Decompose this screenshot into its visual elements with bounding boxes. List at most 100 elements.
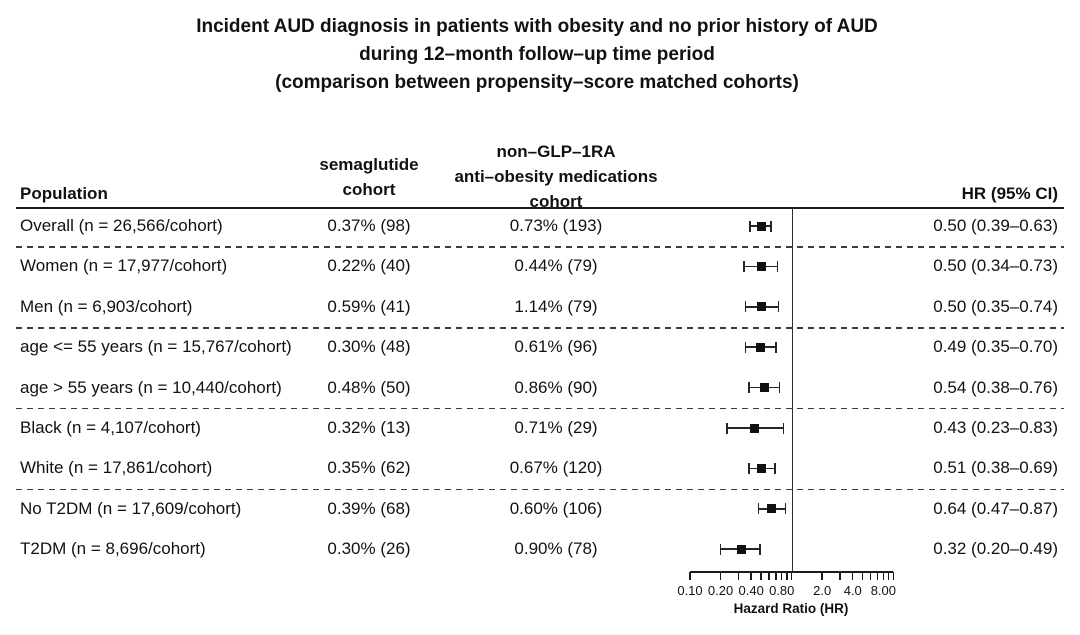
axis-tick [786, 572, 788, 580]
axis-tick [882, 572, 885, 580]
semaglutide-value: 0.37% (98) [327, 216, 411, 235]
semaglutide-value: 0.30% (48) [327, 337, 411, 357]
group-separator [16, 327, 1064, 329]
axis-tick [876, 572, 879, 580]
reference-line-hr1 [791, 207, 794, 573]
axis-tick-label: 0.40 [738, 583, 764, 598]
ci-cap-left [744, 301, 747, 313]
axis-tick-label: 0.80 [769, 583, 795, 598]
figure-title-line2: during 12–month follow–up time period [359, 44, 715, 65]
hr-point-marker [756, 221, 766, 231]
semaglutide-value: 0.39% (68) [327, 498, 411, 518]
axis-tick-label: 0.20 [707, 583, 734, 598]
figure-title-line1: Incident AUD diagnosis in patients with … [196, 16, 878, 37]
ci-cap-right [777, 301, 780, 313]
hr-ci-value: 0.50 (0.39–0.63) [933, 216, 1058, 235]
hr-ci-value: 0.32 (0.20–0.49) [933, 539, 1058, 559]
population-label: No T2DM (n = 17,609/cohort) [20, 498, 242, 518]
ci-cap-right [778, 382, 781, 394]
header-rule [16, 207, 1064, 209]
ci-cap-left [749, 220, 751, 232]
x-axis-line [690, 571, 894, 573]
axis-tick [852, 572, 854, 580]
non-glp1ra-value: 0.60% (106) [509, 498, 603, 518]
figure-title-line3: (comparison between propensity–score mat… [275, 72, 799, 93]
hr-point-marker [757, 463, 767, 473]
axis-tick [781, 572, 783, 580]
axis-tick [760, 572, 762, 580]
axis-tick [737, 572, 740, 580]
non-glp1ra-value: 0.86% (90) [514, 377, 598, 397]
ci-cap-right [776, 260, 779, 272]
axis-tick [869, 572, 872, 580]
axis-tick-label: 4.0 [843, 583, 862, 598]
ci-cap-right [774, 462, 776, 474]
population-label: Women (n = 17,977/cohort) [20, 256, 228, 276]
non-glp1ra-value: 0.61% (96) [514, 337, 598, 357]
group-separator [16, 488, 1064, 491]
hr-point-marker [755, 342, 765, 352]
axis-tick [821, 572, 823, 580]
ci-cap-right [759, 543, 761, 555]
semaglutide-value: 0.30% (26) [327, 539, 411, 559]
non-glp1ra-value: 0.44% (79) [514, 256, 598, 276]
ci-cap-right [770, 220, 772, 232]
ci-cap-left [748, 382, 750, 394]
axis-tick [768, 572, 770, 580]
semaglutide-value: 0.48% (50) [327, 377, 411, 397]
ci-cap-left [744, 341, 747, 353]
hr-point-marker [749, 423, 759, 433]
hr-point-marker [756, 261, 766, 271]
ci-cap-right [782, 422, 785, 434]
column-header-semaglutide-cohort: semaglutide cohort [319, 155, 419, 199]
axis-tick [775, 572, 777, 580]
axis-tick-label: 2.0 [813, 583, 832, 598]
hr-ci-value: 0.64 (0.47–0.87) [933, 498, 1058, 518]
hr-ci-value: 0.50 (0.34–0.73) [933, 256, 1058, 276]
axis-tick-label: 8.00 [870, 583, 896, 598]
population-label: Men (n = 6,903/cohort) [20, 296, 193, 316]
hr-point-marker [759, 383, 769, 393]
semaglutide-value: 0.22% (40) [327, 256, 411, 276]
semaglutide-value: 0.32% (13) [327, 418, 411, 437]
population-label: age > 55 years (n = 10,440/cohort) [20, 377, 282, 397]
population-label: T2DM (n = 8,696/cohort) [20, 539, 206, 559]
hr-ci-value: 0.43 (0.23–0.83) [933, 418, 1058, 437]
axis-tick [750, 572, 752, 580]
semaglutide-value: 0.35% (62) [327, 458, 411, 478]
hr-point-marker [756, 302, 766, 312]
semaglutide-value: 0.59% (41) [327, 296, 411, 316]
hr-ci-value: 0.50 (0.35–0.74) [933, 296, 1058, 316]
non-glp1ra-value: 0.71% (29) [514, 418, 598, 437]
ci-cap-left [719, 543, 722, 555]
axis-tick [892, 572, 894, 580]
column-header-population: Population [20, 184, 108, 203]
ci-cap-left [743, 260, 745, 272]
ci-cap-left [748, 462, 750, 474]
ci-cap-right [775, 341, 777, 353]
axis-tick [790, 572, 793, 580]
x-axis-title: Hazard Ratio (HR) [733, 601, 849, 616]
hr-ci-value: 0.51 (0.38–0.69) [933, 458, 1058, 478]
hr-ci-value: 0.54 (0.38–0.76) [933, 377, 1058, 397]
axis-tick [839, 572, 841, 580]
population-label: age <= 55 years (n = 15,767/cohort) [20, 337, 292, 357]
axis-tick [887, 572, 890, 580]
group-separator [16, 246, 1064, 248]
population-label: Black (n = 4,107/cohort) [20, 418, 201, 437]
axis-tick [719, 572, 722, 580]
group-separator [16, 407, 1064, 410]
ci-cap-left [757, 503, 760, 515]
column-header-non-glp1ra-cohort: non–GLP–1RA anti–obesity medications coh… [454, 142, 658, 211]
hr-point-marker [767, 504, 777, 514]
axis-tick-label: 0.10 [677, 583, 703, 598]
non-glp1ra-value: 0.73% (193) [509, 216, 603, 235]
hr-point-marker [736, 544, 746, 554]
hr-ci-value: 0.49 (0.35–0.70) [933, 337, 1058, 357]
population-label: White (n = 17,861/cohort) [20, 458, 213, 478]
non-glp1ra-value: 1.14% (79) [514, 296, 598, 316]
ci-cap-left [726, 422, 728, 434]
axis-tick [689, 572, 691, 580]
non-glp1ra-value: 0.67% (120) [509, 458, 603, 478]
